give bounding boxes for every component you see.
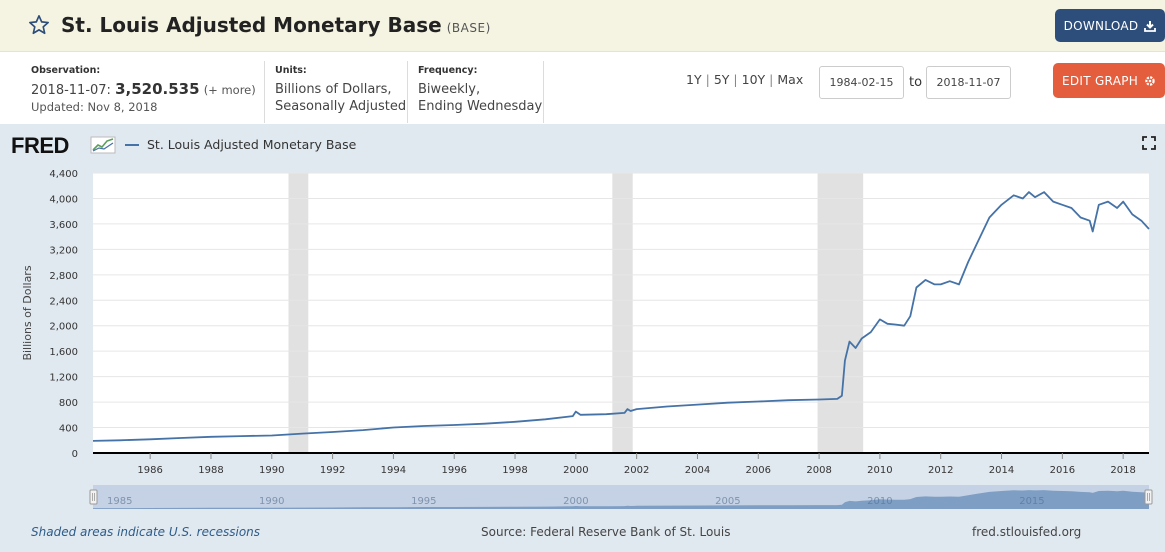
x-tick-label: 1994 [381, 465, 406, 476]
units-label: Units: [275, 65, 307, 76]
x-tick-label: 2004 [685, 465, 710, 476]
fullscreen-icon[interactable] [1142, 136, 1156, 150]
range-max-link[interactable]: Max [777, 72, 804, 87]
y-tick-label: 2,400 [49, 296, 78, 307]
frequency-label: Frequency: [418, 65, 478, 76]
fred-logo-text: FRED [11, 133, 69, 158]
x-tick-label: 1996 [441, 465, 466, 476]
x-tick-label: 2018 [1110, 465, 1135, 476]
divider [407, 61, 408, 123]
x-tick-label: 1998 [502, 465, 527, 476]
line-chart: 0 400 800 1,200 1,600 2,000 2,400 2,800 3,200 3,6… [21, 169, 1153, 509]
x-tick-label: 2010 [867, 465, 892, 476]
series-title: St. Louis Adjusted Monetary Base [61, 13, 442, 37]
gear-icon [1145, 75, 1155, 86]
recession-band [612, 173, 633, 453]
series-line [92, 191, 1150, 442]
navigator-tick-label: 1985 [107, 496, 132, 507]
recession-note: Shaded areas indicate U.S. recessions [31, 525, 261, 539]
x-tick-label: 1986 [137, 465, 162, 476]
range-10y-link[interactable]: 10Y [741, 72, 766, 87]
end-date-input[interactable]: 2018-11-07 [926, 66, 1011, 99]
updated-date: Updated: Nov 8, 2018 [31, 100, 158, 114]
x-tick-label: 2006 [746, 465, 771, 476]
frequency-block: Frequency: Biweekly, Ending Wednesday [418, 62, 542, 115]
y-tick-label: 1,600 [49, 347, 78, 358]
graph-panel: FRED St. Louis Adjusted Monetary Base 0 4… [0, 124, 1165, 552]
y-tick-label: 3,200 [49, 245, 78, 256]
x-tick-label: 2002 [624, 465, 649, 476]
to-label: to [909, 75, 923, 90]
edit-graph-button[interactable]: EDIT GRAPH [1053, 63, 1165, 98]
x-tick-label: 2014 [989, 465, 1014, 476]
observation-date: 2018-11-07: [31, 83, 111, 98]
page-title: St. Louis Adjusted Monetary Base (BASE) [61, 13, 491, 37]
x-tick-label: 2016 [1050, 465, 1075, 476]
site-link[interactable]: fred.stlouisfed.org [972, 525, 1082, 539]
legend-label: St. Louis Adjusted Monetary Base [147, 137, 357, 152]
observation-block: Observation: 2018-11-07: 3,520.535 (+ mo… [31, 62, 256, 116]
legend-swatch [125, 143, 139, 146]
navigator-tick-label: 2000 [563, 496, 588, 507]
observation-label: Observation: [31, 65, 101, 76]
units-line2: Seasonally Adjusted [275, 99, 407, 114]
y-tick-label: 2,000 [49, 322, 78, 333]
observation-value: 3,520.535 [115, 80, 200, 98]
y-tick-label: 4,400 [49, 169, 78, 180]
observation-more-link[interactable]: (+ more) [203, 83, 256, 97]
x-tick-label: 2000 [563, 465, 588, 476]
recession-band [817, 173, 864, 453]
fred-logo-graph-icon [90, 136, 116, 154]
y-tick-label: 800 [59, 398, 78, 409]
series-meta: Observation: 2018-11-07: 3,520.535 (+ mo… [0, 52, 1165, 124]
x-tick-label: 2012 [928, 465, 953, 476]
x-tick-label: 1992 [320, 465, 345, 476]
y-axis-title: Billions of Dollars [21, 265, 34, 360]
range-links: 1Y | 5Y | 10Y | Max [686, 72, 804, 87]
y-tick-label: 4,000 [49, 194, 78, 205]
units-block: Units: Billions of Dollars, Seasonally A… [275, 62, 406, 115]
y-tick-label: 2,800 [49, 271, 78, 282]
x-tick-label: 1988 [198, 465, 223, 476]
range-1y-link[interactable]: 1Y [686, 72, 702, 87]
edit-graph-label: EDIT GRAPH [1061, 73, 1139, 88]
fred-logo: FRED [11, 133, 69, 159]
navigator-series-area [93, 490, 1149, 509]
divider [264, 61, 265, 123]
divider [543, 61, 544, 123]
y-tick-label: 3,600 [49, 220, 78, 231]
x-tick-label: 2008 [806, 465, 831, 476]
download-label: DOWNLOAD [1063, 18, 1139, 33]
download-icon [1144, 20, 1157, 32]
title-bar: St. Louis Adjusted Monetary Base (BASE) D… [0, 0, 1165, 52]
navigator-tick-label: 1995 [411, 496, 436, 507]
range-5y-link[interactable]: 5Y [713, 72, 730, 87]
recession-band [288, 173, 309, 453]
navigator-left-handle[interactable] [89, 489, 98, 505]
chart-legend: St. Louis Adjusted Monetary Base [125, 137, 356, 152]
y-tick-label: 400 [59, 424, 78, 435]
y-tick-label: 0 [72, 449, 78, 460]
range-navigator[interactable]: 1985199019952000200520102015 [89, 485, 1153, 509]
x-tick-label: 1990 [259, 465, 284, 476]
navigator-tick-label: 1990 [259, 496, 284, 507]
download-button[interactable]: DOWNLOAD [1055, 9, 1165, 42]
navigator-right-handle[interactable] [1144, 489, 1153, 505]
frequency-line2: Ending Wednesday [418, 99, 543, 114]
y-tick-label: 1,200 [49, 373, 78, 384]
frequency-line1: Biweekly, [418, 82, 481, 97]
start-date-input[interactable]: 1984-02-15 [819, 66, 904, 99]
navigator-tick-label: 2005 [715, 496, 740, 507]
star-icon[interactable] [28, 14, 50, 36]
units-line1: Billions of Dollars, [275, 82, 392, 97]
source-note: Source: Federal Reserve Bank of St. Loui… [481, 525, 731, 539]
series-id: (BASE) [446, 21, 491, 35]
